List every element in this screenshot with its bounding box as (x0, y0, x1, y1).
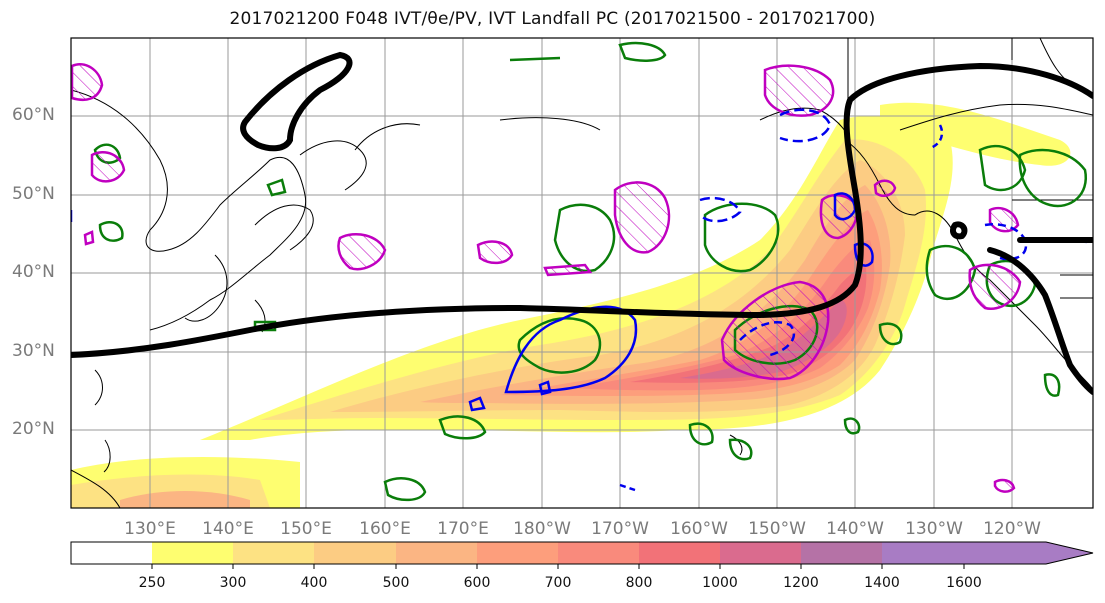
lon-label-170e: 170°E (437, 519, 489, 539)
colorbar-tick-1200: 1200 (783, 575, 819, 591)
pv-contours-magenta (71, 63, 1022, 493)
lon-label-180w: 180°W (513, 519, 571, 539)
lon-label-140e: 140°E (202, 519, 254, 539)
lat-label-40n: 40°N (12, 262, 55, 282)
lon-label-120w: 120°W (983, 519, 1041, 539)
map-frame (70, 37, 1094, 509)
colorbar-tick-300: 300 (219, 575, 247, 591)
lon-label-140w: 140°W (826, 519, 884, 539)
colorbar-tick-1000: 1000 (702, 575, 738, 591)
colorbar-tick-600: 600 (463, 575, 491, 591)
colorbar-tick-1400: 1400 (864, 575, 900, 591)
lon-label-160e: 160°E (359, 519, 411, 539)
colorbar-tick-250: 250 (138, 575, 166, 591)
lon-label-130w: 130°W (905, 519, 963, 539)
graticule (71, 38, 1093, 508)
colorbar (70, 541, 1094, 569)
lon-label-170w: 170°W (591, 519, 649, 539)
colorbar-tick-400: 400 (300, 575, 328, 591)
ivt-band-nw-coast (880, 102, 1071, 166)
lat-label-60n: 60°N (12, 105, 55, 125)
lon-label-130e: 130°E (124, 519, 176, 539)
lat-label-20n: 20°N (12, 419, 55, 439)
figure-title: 2017021200 F048 IVT/θe/PV, IVT Landfall … (229, 9, 876, 29)
colorbar-tick-700: 700 (544, 575, 572, 591)
ivt-landfall-pc-contours (71, 51, 1093, 395)
lon-label-150w: 150°W (748, 519, 806, 539)
colorbar-tick-1600: 1600 (946, 575, 982, 591)
lat-label-50n: 50°N (12, 184, 55, 204)
colorbar-tick-800: 800 (625, 575, 653, 591)
lon-label-160w: 160°W (670, 519, 728, 539)
lon-label-150e: 150°E (280, 519, 332, 539)
lat-label-30n: 30°N (12, 341, 55, 361)
colorbar-tick-500: 500 (382, 575, 410, 591)
ivt-band-tropical-core (120, 491, 250, 508)
